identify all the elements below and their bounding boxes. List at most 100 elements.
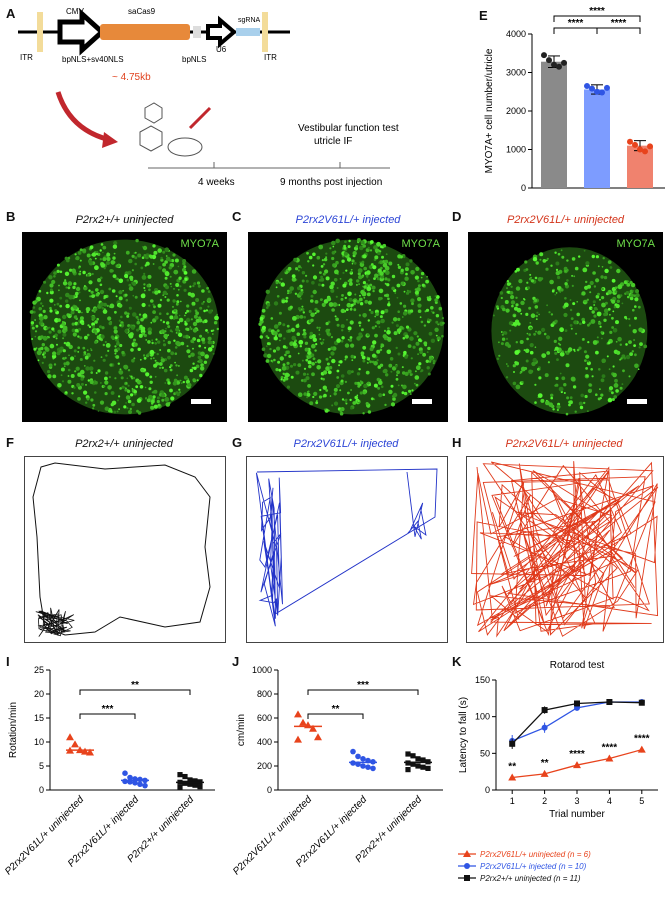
hair-cell-signal xyxy=(386,283,390,287)
hair-cell-signal xyxy=(584,394,588,399)
hair-cell-signal xyxy=(307,384,311,388)
hair-cell-signal xyxy=(62,281,68,286)
hair-cell-signal xyxy=(312,395,315,399)
construct-size: ~ 4.75kb xyxy=(112,72,151,83)
hair-cell-signal xyxy=(563,383,567,387)
hair-cell-signal xyxy=(593,285,597,288)
hair-cell-signal xyxy=(143,356,147,360)
hair-cell-signal xyxy=(345,308,349,311)
hair-cell-signal xyxy=(587,410,589,413)
hair-cell-signal xyxy=(410,357,413,360)
hair-cell-signal xyxy=(404,334,409,339)
hair-cell-signal xyxy=(290,364,293,368)
hair-cell-signal xyxy=(57,318,61,322)
hair-cell-signal xyxy=(174,361,177,364)
hair-cell-signal xyxy=(179,285,182,288)
hair-cell-signal xyxy=(629,352,633,356)
hair-cell-signal xyxy=(533,298,538,303)
hair-cell-signal xyxy=(366,286,372,292)
aav-particle-icon xyxy=(139,125,163,152)
hair-cell-signal xyxy=(73,282,77,286)
hair-cell-signal xyxy=(284,372,290,378)
hair-cell-signal xyxy=(49,290,54,295)
hair-cell-signal xyxy=(534,346,537,348)
hair-cell-signal xyxy=(313,391,318,396)
hair-cell-signal xyxy=(161,398,165,402)
hair-cell-signal xyxy=(351,262,354,265)
hair-cell-signal xyxy=(566,259,569,262)
hair-cell-signal xyxy=(374,273,379,278)
hair-cell-signal xyxy=(77,346,80,349)
hair-cell-signal xyxy=(286,385,290,389)
hair-cell-signal xyxy=(272,349,277,353)
hair-cell-signal xyxy=(325,276,330,281)
hair-cell-signal xyxy=(414,375,420,380)
hair-cell-signal xyxy=(265,289,270,294)
hair-cell-signal xyxy=(34,319,36,321)
hair-cell-signal xyxy=(153,250,158,255)
hair-cell-signal xyxy=(301,271,306,275)
hair-cell-signal xyxy=(359,383,362,386)
hair-cell-signal xyxy=(382,393,386,396)
hair-cell-signal xyxy=(142,313,148,319)
significance-label: **** xyxy=(611,18,627,29)
hair-cell-signal xyxy=(301,305,304,308)
hair-cell-signal xyxy=(336,287,339,289)
itr-left-box xyxy=(37,12,43,52)
hair-cell-signal xyxy=(143,254,147,257)
hair-cell-signal xyxy=(356,381,361,386)
hair-cell-signal xyxy=(586,298,589,301)
hair-cell-signal xyxy=(406,289,409,292)
hair-cell-signal xyxy=(357,268,363,273)
hair-cell-signal xyxy=(429,355,432,359)
hair-cell-signal xyxy=(67,256,71,260)
bpnls-label: bpNLS xyxy=(182,55,206,64)
hair-cell-signal xyxy=(49,288,53,292)
hair-cell-signal xyxy=(152,291,155,294)
hair-cell-signal xyxy=(498,354,501,357)
hair-cell-signal xyxy=(195,298,200,302)
hair-cell-signal xyxy=(62,332,67,337)
hair-cell-signal xyxy=(366,292,371,297)
hair-cell-signal xyxy=(297,323,300,326)
hair-cell-signal xyxy=(192,284,195,288)
hair-cell-signal xyxy=(46,337,49,339)
hair-cell-signal xyxy=(325,389,329,392)
hair-cell-signal xyxy=(137,347,141,351)
data-point xyxy=(182,773,188,780)
y-tick-label: 1000 xyxy=(252,665,272,675)
hair-cell-signal xyxy=(528,333,531,336)
hair-cell-signal xyxy=(35,324,39,328)
hair-cell-signal xyxy=(325,256,328,259)
significance-label: ** xyxy=(332,704,340,715)
hair-cell-signal xyxy=(120,315,123,319)
movement-trace xyxy=(35,607,75,637)
hair-cell-signal xyxy=(567,349,571,353)
hair-cell-signal xyxy=(302,331,307,336)
hair-cell-signal xyxy=(115,295,118,298)
hair-cell-signal xyxy=(169,388,173,393)
hair-cell-signal xyxy=(201,302,204,305)
hair-cell-signal xyxy=(627,295,630,299)
hair-cell-signal xyxy=(342,283,347,288)
hair-cell-signal xyxy=(506,282,511,286)
hair-cell-signal xyxy=(205,329,208,332)
legend-marker xyxy=(463,850,471,857)
hair-cell-signal xyxy=(400,268,404,272)
hair-cell-signal xyxy=(528,306,532,310)
hair-cell-signal xyxy=(512,364,516,368)
hair-cell-signal xyxy=(60,374,63,377)
hair-cell-signal xyxy=(72,285,76,290)
hair-cell-signal xyxy=(578,346,582,350)
data-point xyxy=(405,767,411,773)
hair-cell-signal xyxy=(46,291,49,295)
hair-cell-signal xyxy=(148,288,151,292)
hair-cell-signal xyxy=(348,297,353,302)
hair-cell-signal xyxy=(265,345,268,347)
hair-cell-signal xyxy=(379,260,384,265)
hair-cell-signal xyxy=(311,334,316,339)
hair-cell-signal xyxy=(435,320,439,324)
hair-cell-signal xyxy=(537,277,543,282)
hair-cell-signal xyxy=(534,305,539,309)
hair-cell-signal xyxy=(628,375,631,378)
